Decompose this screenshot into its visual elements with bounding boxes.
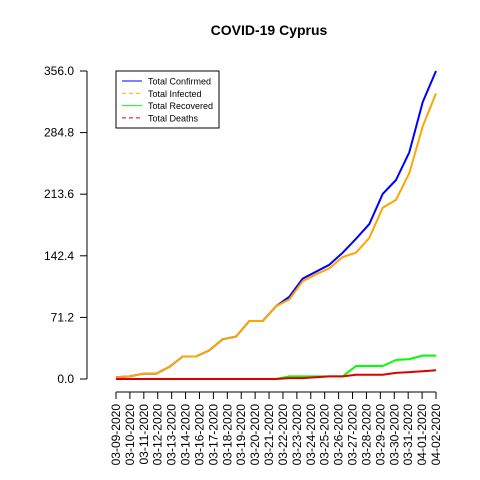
x-tick-label: 03-23-2020: [290, 404, 304, 466]
x-tick-label: 03-09-2020: [109, 404, 123, 466]
x-tick-label: 03-17-2020: [206, 404, 220, 466]
series-line-total-deaths: [116, 369, 437, 380]
y-axis-ticks: 0.0 71.2 142.4 213.6 284.8 356.0: [44, 64, 87, 386]
x-tick-label: 03-19-2020: [234, 404, 248, 466]
x-tick-label: 03-25-2020: [318, 404, 332, 466]
y-tick-label: 0.0: [57, 372, 74, 386]
chart-title: COVID-19 Cyprus: [211, 22, 328, 38]
x-tick-label: 04-01-2020: [415, 404, 429, 466]
x-tick-label: 03-26-2020: [332, 404, 346, 466]
y-tick-label: 284.8: [44, 126, 74, 140]
legend-label: Total Infected: [148, 89, 202, 99]
series-line-total-infected: [115, 93, 437, 379]
x-tick-label: 04-02-2020: [429, 404, 443, 466]
legend-label: Total Recovered: [148, 101, 213, 111]
y-tick-label: 71.2: [51, 310, 75, 324]
series-line-total-recovered: [116, 354, 436, 380]
x-tick-label: 03-31-2020: [401, 404, 415, 466]
series-lines: [115, 70, 437, 380]
x-tick-label: 03-10-2020: [123, 404, 137, 466]
y-tick-label: 142.4: [44, 249, 74, 263]
x-tick-label: 03-27-2020: [346, 404, 360, 466]
x-tick-label: 03-18-2020: [220, 404, 234, 466]
legend-label: Total Deaths: [148, 113, 199, 123]
x-tick-label: 03-24-2020: [304, 404, 318, 466]
x-tick-label: 03-28-2020: [359, 404, 373, 466]
x-axis-ticks: 03-09-2020 03-10-2020 03-11-2020 03-12-2020…: [109, 392, 443, 465]
x-tick-label: 03-14-2020: [179, 404, 193, 466]
y-tick-label: 213.6: [44, 187, 74, 201]
x-tick-label: 03-22-2020: [276, 404, 290, 466]
x-tick-label: 03-13-2020: [165, 404, 179, 466]
legend-label: Total Confirmed: [148, 77, 211, 87]
x-tick-label: 03-29-2020: [373, 404, 387, 466]
x-tick-label: 03-12-2020: [151, 404, 165, 466]
legend: Total Confirmed Total Infected Total Recov…: [115, 70, 220, 129]
x-tick-label: 03-16-2020: [192, 404, 206, 466]
x-tick-label: 03-21-2020: [262, 404, 276, 466]
x-tick-label: 03-11-2020: [137, 404, 151, 465]
y-tick-label: 356.0: [44, 64, 74, 78]
x-tick-label: 03-30-2020: [387, 404, 401, 466]
x-tick-label: 03-20-2020: [248, 404, 262, 466]
